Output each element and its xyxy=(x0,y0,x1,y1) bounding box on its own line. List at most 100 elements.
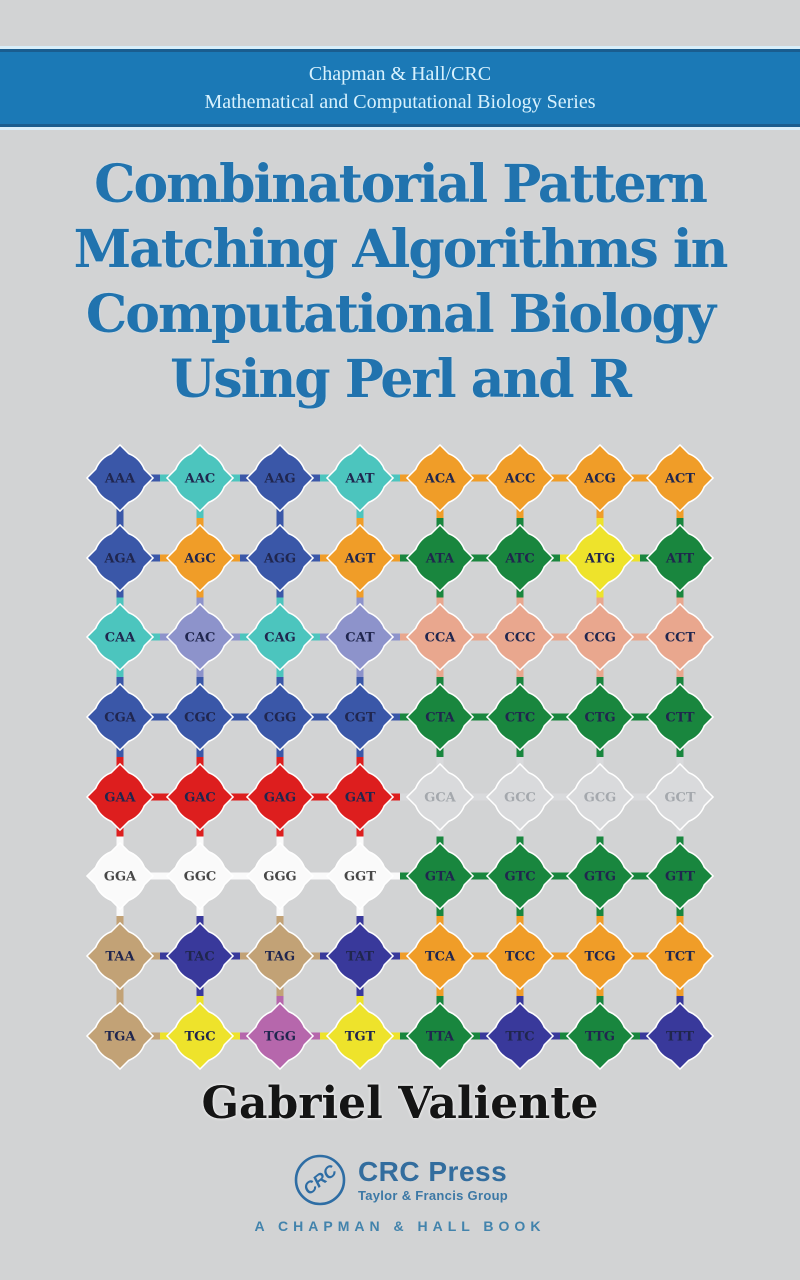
codon-label-GAA: GAA xyxy=(104,791,136,806)
series-publisher: Chapman & Hall/CRC xyxy=(308,63,492,85)
codon-label-GCT: GCT xyxy=(664,791,695,806)
codon-node-AGG xyxy=(255,533,305,583)
codon-label-CCG: CCG xyxy=(584,631,616,646)
codon-label-CGG: CGG xyxy=(264,711,297,726)
codon-node-ACG xyxy=(575,453,625,503)
codon-node-TTG xyxy=(575,1011,625,1061)
codon-label-CCA: CCA xyxy=(425,631,457,646)
codon-node-AAG xyxy=(255,453,305,503)
codon-node-CAC xyxy=(175,612,225,662)
codon-label-GTA: GTA xyxy=(425,870,456,885)
codon-label-GTT: GTT xyxy=(665,870,695,885)
codon-node-GTT xyxy=(655,851,705,901)
codon-node-AGT xyxy=(335,533,385,583)
codon-label-AAT: AAT xyxy=(344,472,374,487)
codon-label-TTA: TTA xyxy=(426,1030,455,1045)
codon-node-CCC xyxy=(495,612,545,662)
codon-node-GGC xyxy=(175,851,225,901)
codon-node-AGC xyxy=(175,533,225,583)
codon-label-TGA: TGA xyxy=(105,1030,137,1045)
codon-node-GCT xyxy=(655,772,705,822)
title-line-4: Using Perl and R xyxy=(170,349,632,410)
codon-node-AAC xyxy=(175,453,225,503)
codon-label-AGG: AGG xyxy=(263,552,296,567)
crc-press-logo-icon: CRC xyxy=(294,1154,346,1206)
codon-node-GCC xyxy=(495,772,545,822)
book-title: Combinatorial Pattern Matching Algorithm… xyxy=(0,152,800,412)
codon-node-TAC xyxy=(175,931,225,981)
codon-label-ATG: ATG xyxy=(584,552,615,567)
codon-node-TGC xyxy=(175,1011,225,1061)
codon-label-CCC: CCC xyxy=(504,631,535,646)
codon-node-GGG xyxy=(255,851,305,901)
codon-node-GAC xyxy=(175,772,225,822)
codon-node-GCG xyxy=(575,772,625,822)
title-line-1: Combinatorial Pattern xyxy=(94,154,708,215)
codon-node-TCA xyxy=(415,931,465,981)
codon-label-ACT: ACT xyxy=(664,472,695,487)
codon-label-GAC: GAC xyxy=(184,791,216,806)
codon-label-CAT: CAT xyxy=(345,631,375,646)
codon-label-AAC: AAC xyxy=(184,472,216,487)
codon-node-ATT xyxy=(655,533,705,583)
codon-node-ACT xyxy=(655,453,705,503)
codon-label-TGT: TGT xyxy=(345,1030,376,1045)
codon-label-TTC: TTC xyxy=(505,1030,534,1045)
codon-label-GAG: GAG xyxy=(264,791,296,806)
codon-label-TTT: TTT xyxy=(666,1030,694,1045)
codon-node-CAT xyxy=(335,612,385,662)
series-band: Chapman & Hall/CRC Mathematical and Comp… xyxy=(0,49,800,127)
codon-node-ATA xyxy=(415,533,465,583)
codon-label-AGT: AGT xyxy=(344,552,376,567)
codon-label-CTC: CTC xyxy=(505,711,535,726)
codon-label-GGC: GGC xyxy=(184,870,217,885)
codon-label-TCA: TCA xyxy=(425,950,456,965)
codon-label-TAA: TAA xyxy=(105,950,135,965)
publisher-names: CRC Press Taylor & Francis Group xyxy=(358,1157,508,1204)
codon-label-AGC: AGC xyxy=(183,552,216,567)
codon-label-CGT: CGT xyxy=(344,711,375,726)
codon-label-AAA: AAA xyxy=(104,472,136,487)
codon-node-GAA xyxy=(95,772,145,822)
codon-grid-diagram: AAA AAC AAG AAT ACA ACC ACG ACT AGA AGC AGG AGT ATA A… xyxy=(85,443,715,1071)
codon-label-ACA: ACA xyxy=(424,472,456,487)
codon-node-CAG xyxy=(255,612,305,662)
title-line-2: Matching Algorithms in xyxy=(73,219,729,280)
codon-node-TTC xyxy=(495,1011,545,1061)
imprint-line: A CHAPMAN & HALL BOOK xyxy=(254,1218,546,1234)
codon-label-ACG: ACG xyxy=(583,472,616,487)
codon-node-TTA xyxy=(415,1011,465,1061)
codon-node-GGT xyxy=(335,851,385,901)
codon-node-TGT xyxy=(335,1011,385,1061)
codon-label-CTA: CTA xyxy=(425,711,455,726)
codon-label-GTG: GTG xyxy=(584,870,616,885)
codon-label-TCC: TCC xyxy=(505,950,535,965)
codon-node-TAT xyxy=(335,931,385,981)
codon-node-ATG xyxy=(575,533,625,583)
codon-label-AAG: AAG xyxy=(263,472,295,487)
codon-node-ACC xyxy=(495,453,545,503)
codon-node-TGG xyxy=(255,1011,305,1061)
codon-label-GTC: GTC xyxy=(504,870,535,885)
codon-node-CTG xyxy=(575,692,625,742)
codon-label-AGA: AGA xyxy=(103,552,136,567)
codon-node-TAG xyxy=(255,931,305,981)
codon-label-TAC: TAC xyxy=(185,950,214,965)
codon-label-CTG: CTG xyxy=(584,711,615,726)
codon-node-CTT xyxy=(655,692,705,742)
codon-label-CGA: CGA xyxy=(104,711,136,726)
codon-label-CTT: CTT xyxy=(665,711,695,726)
codon-node-CCG xyxy=(575,612,625,662)
codon-node-TCT xyxy=(655,931,705,981)
codon-label-GGT: GGT xyxy=(344,870,376,885)
codon-label-CAC: CAC xyxy=(185,631,216,646)
codon-node-AAT xyxy=(335,453,385,503)
codon-node-CTC xyxy=(495,692,545,742)
codon-label-TAT: TAT xyxy=(346,950,374,965)
codon-node-GAT xyxy=(335,772,385,822)
codon-node-TAA xyxy=(95,931,145,981)
codon-label-CCT: CCT xyxy=(665,631,696,646)
svg-text:CRC: CRC xyxy=(300,1161,341,1199)
codon-label-ATC: ATC xyxy=(504,552,534,567)
codon-node-GTC xyxy=(495,851,545,901)
